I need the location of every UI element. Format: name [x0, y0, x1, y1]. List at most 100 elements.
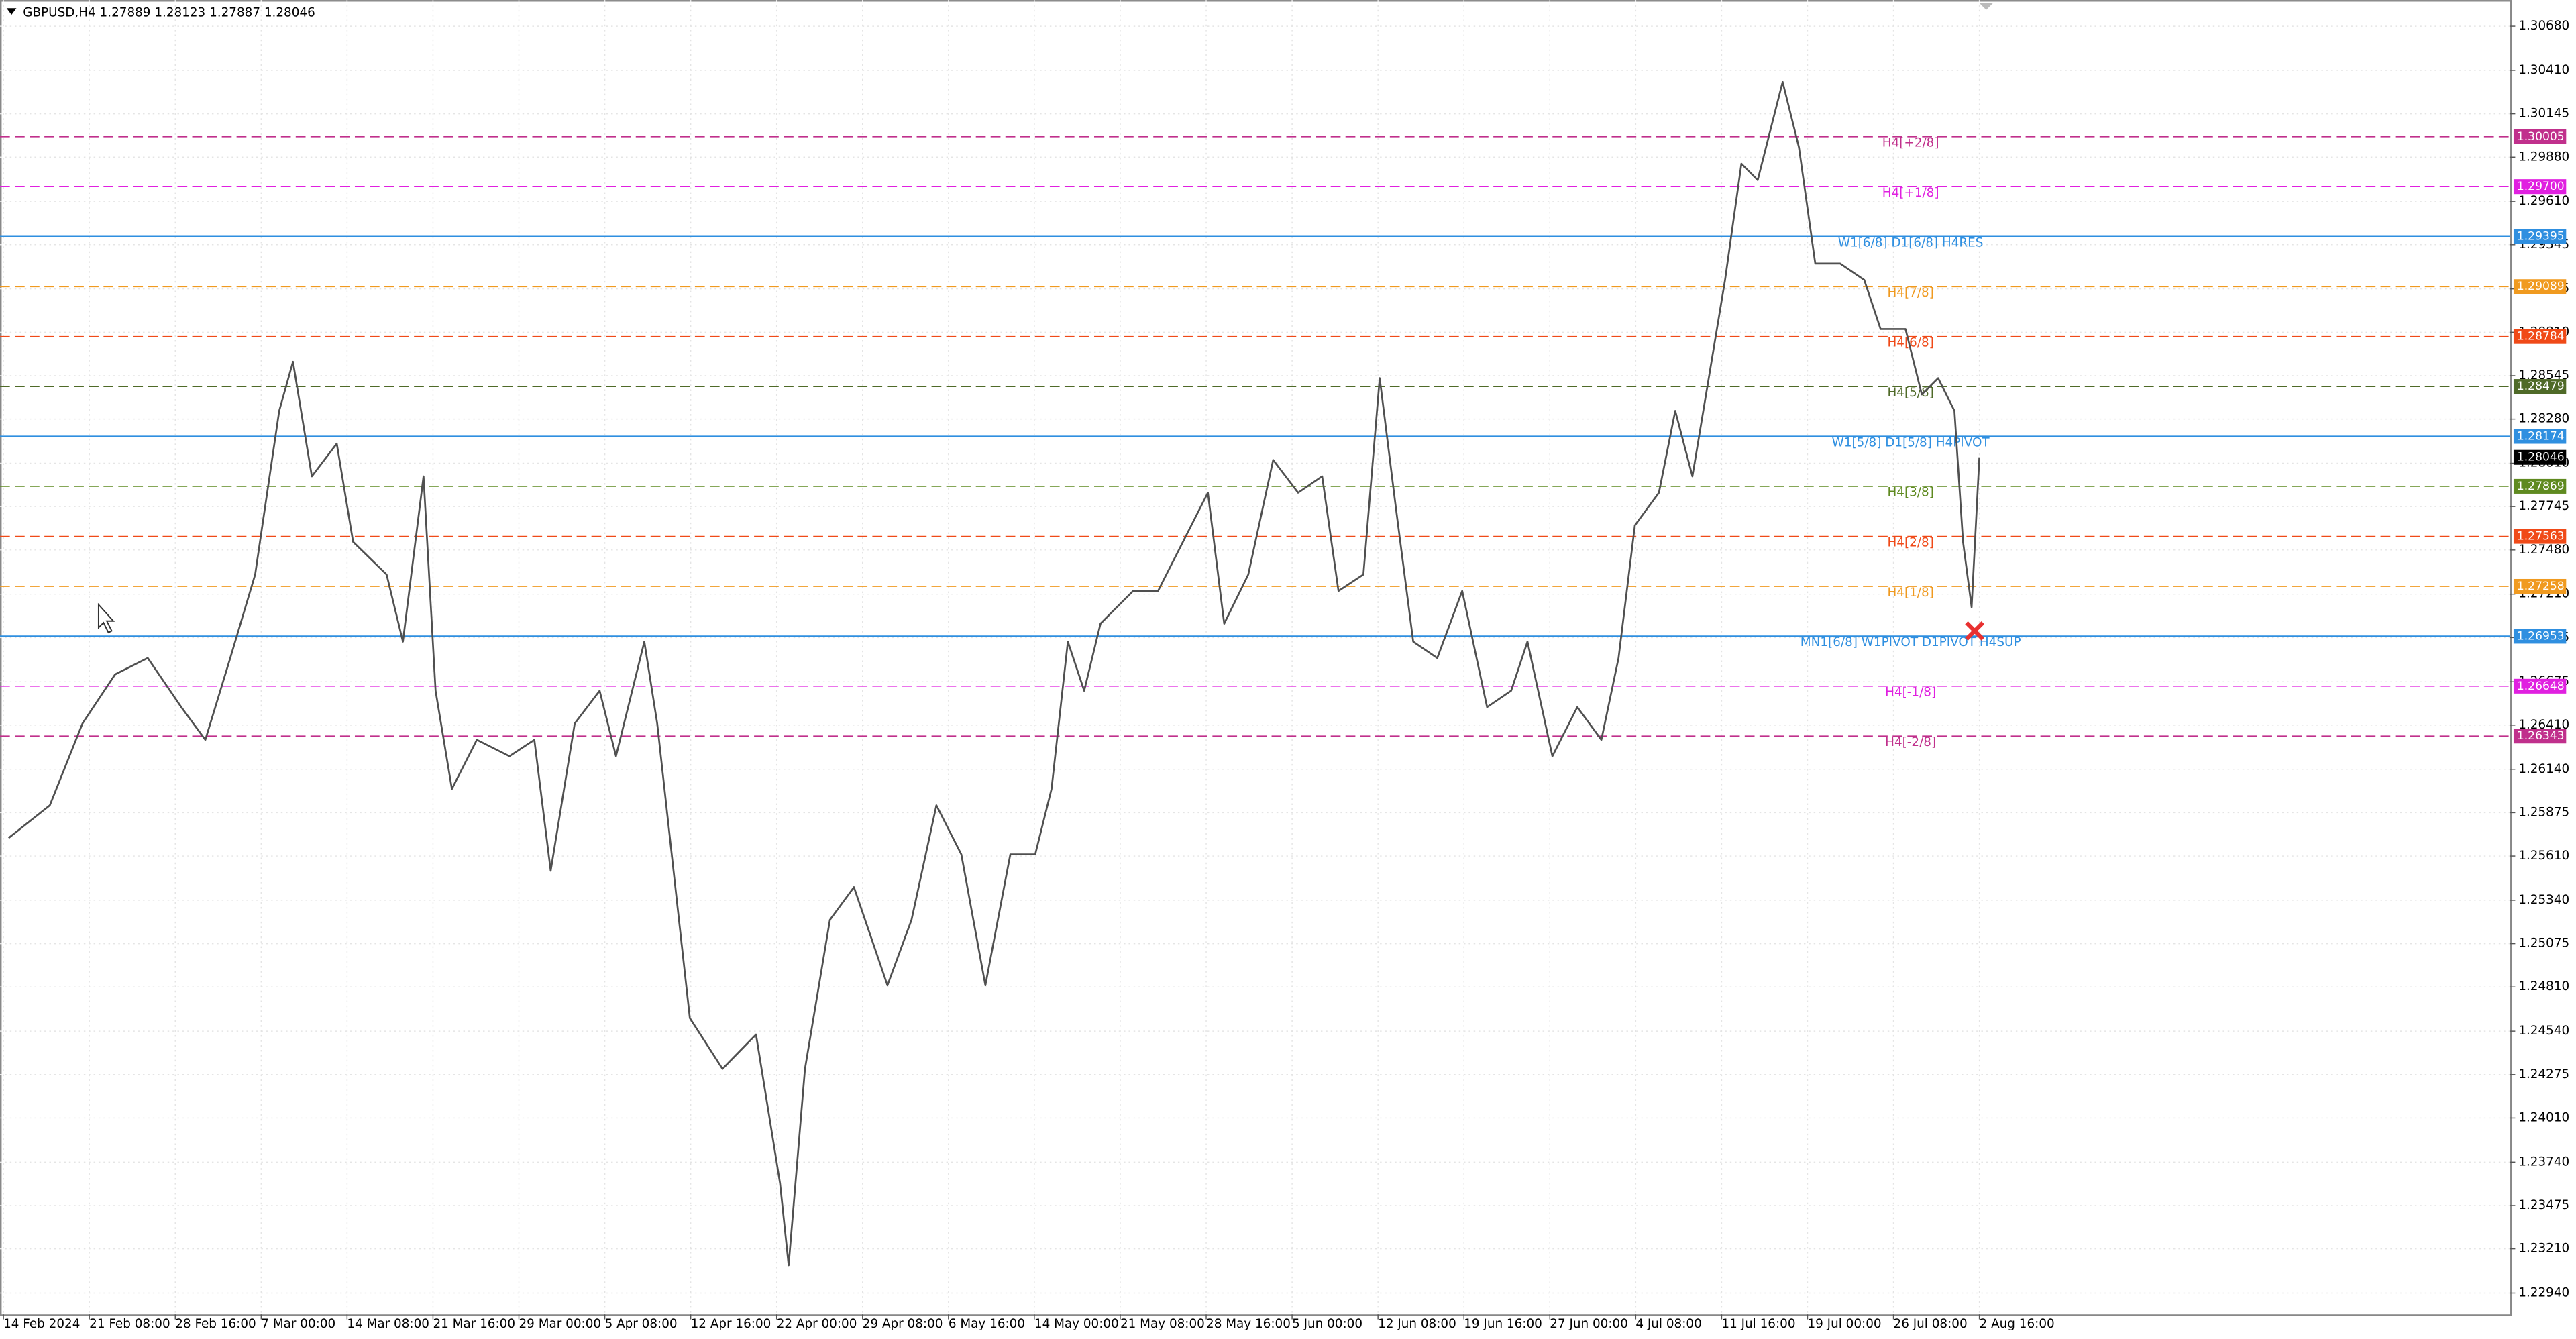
y-tick-label: 1.27745 [2518, 499, 2569, 513]
price-badge [2513, 229, 2567, 244]
chart-title: GBPUSD,H4 1.27889 1.28123 1.27887 1.2804… [23, 6, 315, 20]
y-tick-label: 1.24275 [2518, 1067, 2569, 1081]
price-badge [2513, 279, 2567, 294]
y-tick-label: 1.24010 [2518, 1110, 2569, 1124]
y-tick-label: 1.30680 [2518, 19, 2569, 33]
x-tick-label: 12 Apr 16:00 [691, 1317, 771, 1331]
price-badge-label: 1.30005 [2517, 130, 2565, 144]
x-tick-label: 14 May 00:00 [1034, 1317, 1119, 1331]
title-arrow [6, 8, 17, 15]
level-label: H4[-2/8] [1885, 735, 1936, 749]
price-badge [2513, 478, 2567, 494]
x-tick-label: 4 Jul 08:00 [1635, 1317, 1701, 1331]
x-tick-label: 7 Mar 00:00 [261, 1317, 335, 1331]
x-tick-label: 26 Jul 08:00 [1894, 1317, 1968, 1331]
y-tick-label: 1.24810 [2518, 979, 2569, 994]
level-label: H4[3/8] [1887, 486, 1933, 500]
x-tick-label: 29 Mar 00:00 [519, 1317, 602, 1331]
x-tick-label: 2 Aug 16:00 [1980, 1317, 2055, 1331]
y-tick-label: 1.30410 [2518, 63, 2569, 77]
price-badge [2513, 578, 2567, 594]
x-tick-label: 19 Jun 16:00 [1464, 1317, 1542, 1331]
price-badge-label: 1.28046 [2517, 451, 2565, 464]
shift-marker [1980, 3, 1993, 10]
price-badge [2513, 329, 2567, 344]
level-label: H4[7/8] [1887, 286, 1933, 300]
level-label: H4[+2/8] [1882, 136, 1939, 150]
x-tick-label: 27 Jun 00:00 [1550, 1317, 1628, 1331]
y-tick-label: 1.25340 [2518, 893, 2569, 907]
price-badge-label: 1.27563 [2517, 530, 2565, 543]
price-badge-label: 1.27258 [2517, 580, 2565, 593]
price-badge-label: 1.29089 [2517, 280, 2565, 293]
level-label: H4[5/8] [1887, 386, 1933, 400]
x-tick-label: 14 Mar 08:00 [347, 1317, 429, 1331]
price-badge [2513, 449, 2567, 465]
y-tick-label: 1.25075 [2518, 936, 2569, 951]
price-badge [2513, 729, 2567, 744]
price-badge [2513, 179, 2567, 195]
level-label: W1[5/8] D1[5/8] H4PIVOT [1832, 435, 1990, 449]
price-line [7, 81, 1980, 1267]
price-badge [2513, 429, 2567, 444]
level-label: H4[1/8] [1887, 586, 1933, 600]
price-badge-label: 1.29700 [2517, 180, 2565, 193]
price-badge [2513, 529, 2567, 544]
price-badge [2513, 629, 2567, 644]
x-tick-label: 6 May 16:00 [949, 1317, 1025, 1331]
level-label: H4[2/8] [1887, 535, 1933, 549]
price-badge-label: 1.28174 [2517, 429, 2565, 443]
level-label: H4[6/8] [1887, 335, 1933, 350]
x-tick-label: 21 Feb 08:00 [89, 1317, 170, 1331]
price-badge-label: 1.26343 [2517, 729, 2565, 743]
price-badge-label: 1.27869 [2517, 480, 2565, 493]
y-tick-label: 1.22940 [2518, 1286, 2569, 1300]
y-tick-label: 1.23740 [2518, 1155, 2569, 1169]
x-tick-label: 28 May 16:00 [1206, 1317, 1291, 1331]
x-tick-label: 21 Mar 16:00 [433, 1317, 515, 1331]
x-tick-label: 29 Apr 08:00 [863, 1317, 943, 1331]
plot-frame [0, 0, 2512, 1316]
x-tick-label: 28 Feb 16:00 [175, 1317, 256, 1331]
x-tick-label: 12 Jun 08:00 [1378, 1317, 1456, 1331]
y-tick-label: 1.26140 [2518, 762, 2569, 776]
level-label: H4[+1/8] [1882, 186, 1939, 200]
price-badge-label: 1.28784 [2517, 330, 2565, 343]
price-badge [2513, 129, 2567, 144]
price-badge-label: 1.26953 [2517, 629, 2565, 643]
x-tick-label: 11 Jul 16:00 [1721, 1317, 1795, 1331]
x-tick-label: 21 May 08:00 [1120, 1317, 1205, 1331]
y-tick-label: 1.25875 [2518, 805, 2569, 819]
level-label: MN1[6/8] W1PIVOT D1PIVOT H4SUP [1801, 635, 2021, 649]
x-tick-label: 19 Jul 00:00 [1807, 1317, 1881, 1331]
mouse-cursor [97, 602, 115, 634]
price-badge-label: 1.29395 [2517, 230, 2565, 244]
y-tick-label: 1.30145 [2518, 107, 2569, 121]
y-tick-label: 1.28545 [2518, 368, 2569, 382]
y-tick-label: 1.28280 [2518, 412, 2569, 426]
y-tick-label: 1.26410 [2518, 718, 2569, 732]
y-tick-label: 1.24540 [2518, 1024, 2569, 1038]
y-tick-label: 1.25610 [2518, 849, 2569, 863]
x-tick-label: 14 Feb 2024 [3, 1317, 80, 1331]
price-badge-label: 1.26648 [2517, 680, 2565, 693]
close-marker [1965, 621, 1985, 641]
price-badge-label: 1.28479 [2517, 380, 2565, 393]
y-tick-label: 1.27480 [2518, 543, 2569, 557]
y-tick-label: 1.29610 [2518, 194, 2569, 208]
x-tick-label: 22 Apr 00:00 [777, 1317, 857, 1331]
y-tick-label: 1.29880 [2518, 150, 2569, 164]
price-badge [2513, 379, 2567, 394]
y-tick-label: 1.23210 [2518, 1242, 2569, 1256]
x-tick-label: 5 Jun 00:00 [1292, 1317, 1362, 1331]
level-label: H4[-1/8] [1885, 686, 1936, 700]
level-label: W1[6/8] D1[6/8] H4RES [1838, 235, 1984, 250]
x-tick-label: 5 Apr 08:00 [605, 1317, 678, 1331]
price-badge [2513, 678, 2567, 694]
y-tick-label: 1.23475 [2518, 1198, 2569, 1212]
